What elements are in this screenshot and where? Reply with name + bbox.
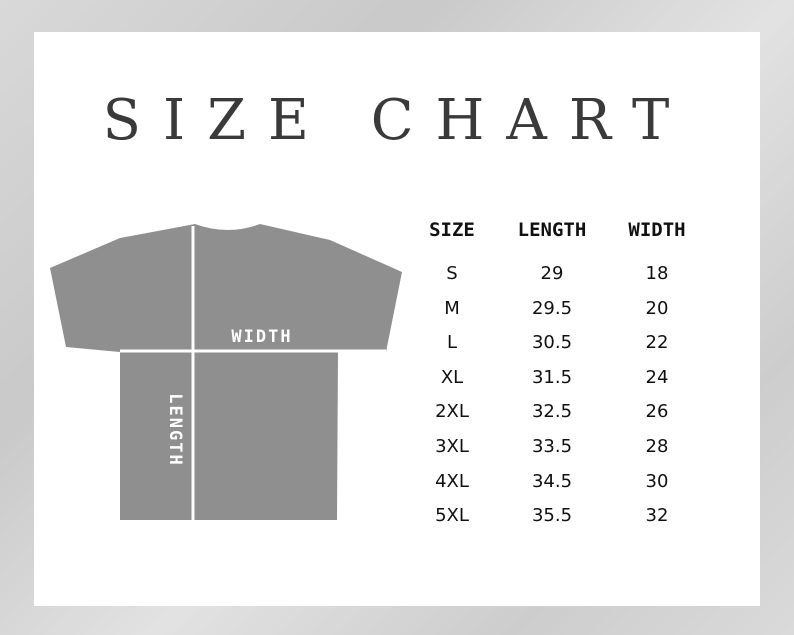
cell-width: 32 [645, 505, 669, 527]
cell-width: 22 [645, 332, 669, 354]
cell-size: 5XL [435, 505, 469, 527]
cell-length: 34.5 [531, 470, 573, 492]
tshirt-shape [50, 224, 402, 520]
cell-length: 29 [540, 263, 564, 284]
header-size: SIZE [429, 219, 475, 241]
cell-width: 24 [645, 366, 669, 388]
page-title: SIZE CHART [102, 88, 692, 153]
cell-size: S [446, 263, 458, 284]
cell-length: 30.5 [531, 332, 573, 354]
cell-width: 30 [645, 470, 669, 492]
cell-width: 28 [645, 436, 669, 457]
cell-length: 35.5 [531, 505, 573, 527]
header-length: LENGTH [517, 219, 587, 241]
width-label: WIDTH [231, 327, 292, 347]
cell-width: 26 [645, 401, 669, 423]
cell-length: 32.5 [531, 401, 573, 423]
cell-size: L [446, 332, 458, 354]
cell-size: 3XL [435, 436, 469, 457]
cell-length: 33.5 [531, 436, 573, 457]
cell-length: 31.5 [531, 366, 573, 388]
cell-width: 20 [645, 297, 669, 319]
length-label: LENGTH [165, 393, 185, 466]
cell-size: 4XL [435, 470, 469, 492]
cell-width: 18 [645, 263, 669, 284]
cell-size: XL [440, 366, 464, 388]
header-width: WIDTH [628, 219, 686, 241]
cell-length: 29.5 [531, 297, 573, 319]
cell-size: M [444, 297, 460, 319]
cell-size: 2XL [435, 401, 469, 423]
